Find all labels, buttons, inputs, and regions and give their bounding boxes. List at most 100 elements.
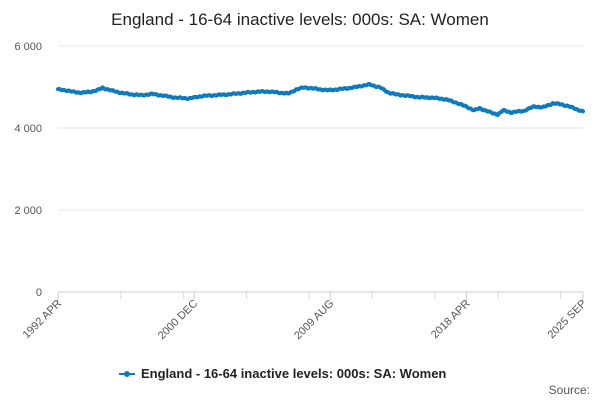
data-point — [315, 87, 319, 91]
data-point — [417, 96, 421, 100]
data-point — [193, 95, 198, 99]
data-point — [347, 86, 351, 90]
data-point — [68, 89, 72, 93]
data-point — [260, 89, 264, 93]
data-point — [256, 89, 260, 93]
data-point — [189, 96, 194, 100]
data-point — [535, 105, 539, 109]
data-point — [539, 106, 543, 110]
data-point — [488, 109, 492, 114]
data-point — [295, 87, 300, 91]
legend[interactable]: England - 16-64 inactive levels: 000s: S… — [119, 366, 446, 381]
data-point — [343, 86, 347, 90]
data-point — [551, 101, 555, 105]
data-point — [515, 109, 520, 114]
data-point — [335, 88, 339, 92]
y-gridlines — [58, 45, 583, 211]
data-point — [468, 106, 473, 110]
data-point — [150, 92, 154, 96]
data-point — [229, 92, 233, 97]
data-point — [268, 90, 272, 94]
data-point — [504, 109, 508, 113]
data-point — [237, 91, 241, 95]
data-point — [303, 85, 308, 89]
data-point — [484, 109, 488, 113]
data-point — [386, 90, 390, 94]
data-point — [476, 107, 480, 111]
y-axis-tick-labels: 0 2 000 4 000 6 000 — [14, 41, 42, 299]
data-point — [327, 88, 331, 92]
y-tick-label: 0 — [36, 287, 42, 299]
data-point — [457, 102, 461, 106]
data-point — [64, 89, 68, 93]
data-point — [213, 93, 217, 97]
data-point — [91, 89, 95, 93]
x-axis-ticks — [57, 292, 584, 301]
data-point — [87, 90, 92, 94]
data-point — [574, 107, 579, 111]
data-point — [555, 101, 559, 105]
data-point — [433, 96, 437, 100]
data-point — [531, 104, 535, 108]
data-point — [95, 88, 99, 92]
data-point — [76, 90, 80, 94]
data-point — [276, 90, 280, 94]
data-point — [186, 97, 190, 101]
data-point — [362, 83, 366, 87]
data-point — [158, 93, 162, 97]
data-point — [413, 95, 418, 100]
data-point — [378, 85, 382, 90]
data-point — [508, 110, 512, 114]
data-point — [472, 108, 476, 112]
legend-label: England - 16-64 inactive levels: 000s: S… — [141, 366, 446, 381]
data-point — [252, 90, 256, 95]
data-point — [233, 91, 237, 96]
data-point — [559, 102, 563, 107]
data-point — [225, 93, 229, 97]
data-point — [115, 89, 119, 94]
data-point — [382, 87, 386, 91]
data-point — [370, 83, 374, 88]
data-point — [142, 93, 147, 98]
data-point — [402, 93, 406, 97]
data-point — [527, 106, 531, 110]
data-point — [154, 92, 158, 96]
data-point — [244, 90, 249, 95]
data-point — [178, 95, 182, 99]
data-point — [272, 90, 276, 94]
data-point — [374, 85, 378, 89]
data-point — [217, 92, 221, 96]
data-point — [547, 103, 551, 107]
data-point — [241, 91, 245, 95]
data-point — [496, 113, 500, 117]
data-point — [500, 110, 504, 114]
x-axis-tick-labels: 1992 APR 2000 DEC 2009 AUG 2018 APR 2025 SEP — [21, 298, 590, 342]
data-point — [331, 88, 335, 92]
y-tick-label: 2 000 — [14, 205, 42, 217]
data-point — [339, 87, 343, 91]
data-point — [56, 87, 60, 91]
data-point — [425, 95, 429, 99]
x-tick-label: 2000 DEC — [156, 298, 200, 342]
data-point — [307, 86, 311, 91]
data-point — [398, 93, 402, 97]
data-point — [578, 109, 582, 113]
series-group — [56, 81, 585, 117]
data-point — [107, 88, 111, 92]
x-tick-label: 2018 APR — [429, 298, 473, 342]
data-point — [280, 91, 284, 95]
data-point — [166, 95, 170, 99]
data-point — [205, 94, 209, 98]
x-tick-label: 1992 APR — [21, 298, 65, 342]
data-point — [394, 92, 398, 97]
data-point — [284, 91, 288, 95]
data-point — [429, 95, 433, 100]
data-point — [464, 104, 469, 109]
data-point — [134, 92, 139, 96]
source-label: Source: — [549, 383, 590, 397]
data-point — [366, 82, 370, 86]
data-point — [123, 91, 127, 96]
data-point — [248, 91, 253, 95]
data-point — [119, 91, 123, 95]
data-point — [138, 93, 143, 97]
